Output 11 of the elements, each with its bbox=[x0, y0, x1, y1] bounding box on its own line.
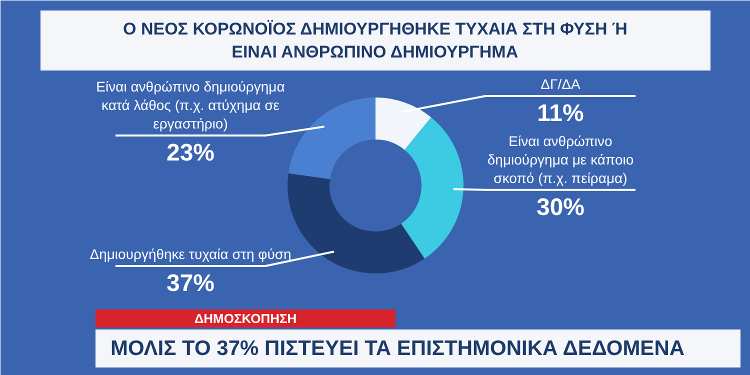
text: ΔΗΜΟΣΚΟΠΗΣΗ bbox=[194, 311, 297, 326]
data-label: 11% bbox=[537, 100, 584, 128]
slice-label: Δημιουργήθηκε τυχαία στη φύση bbox=[90, 246, 292, 262]
slice-label: ΔΓ/ΔΑ bbox=[540, 76, 581, 92]
slice-label: Είναι ανθρώπινο δημιούργημα κατά λάθος (π.χ. ατύχημα σε εργαστήριο) bbox=[96, 78, 285, 132]
data-label: 37% bbox=[166, 270, 215, 297]
data-label: 23% bbox=[166, 140, 215, 166]
slice-label: Είναι ανθρώπινο δημιούργημα με κάποιο σκοπό (π.χ. πείραμα) bbox=[487, 133, 634, 186]
text: ΜΟΛΙΣ ΤΟ 37% ΠΙΣΤΕΥΕΙ ΤΑ ΕΠΙΣΤΗΜΟΝΙΚΑ ΔΕΔΟΜΕΝΑ bbox=[110, 337, 685, 360]
chart-title: Ο ΝΕΟΣ ΚΟΡΩΝΟΪΟΣ ΔΗΜΙΟΥΡΓΗΘΗΚΕ ΤΥΧΑΙΑ ΣΤΗ ΦΥΣΗ Ή ΕΙΝΑΙ ΑΝΘΡΩΠΙΝΟ ΔΗΜΙΟΥΡΓΗΜΑ bbox=[123, 20, 628, 62]
data-label: 30% bbox=[536, 194, 585, 221]
